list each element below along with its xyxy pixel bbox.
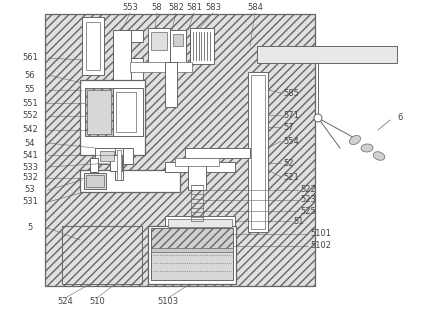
- Bar: [86, 22, 100, 70]
- Bar: [165, 216, 234, 230]
- Ellipse shape: [349, 135, 360, 145]
- Text: 581: 581: [186, 3, 202, 12]
- Text: 552: 552: [22, 112, 38, 121]
- Bar: [110, 155, 122, 171]
- Text: 531: 531: [22, 197, 38, 206]
- Text: 571: 571: [283, 110, 298, 120]
- Bar: [80, 80, 144, 155]
- Bar: [147, 28, 169, 70]
- Circle shape: [313, 114, 321, 122]
- Ellipse shape: [372, 152, 384, 160]
- Bar: [62, 226, 141, 284]
- Bar: [247, 72, 267, 232]
- Bar: [169, 30, 186, 70]
- Ellipse shape: [360, 144, 372, 152]
- Text: 583: 583: [205, 3, 221, 12]
- Bar: [165, 62, 177, 107]
- Bar: [130, 62, 191, 72]
- Text: 523: 523: [299, 196, 315, 204]
- Bar: [165, 162, 234, 172]
- Text: 53: 53: [25, 185, 35, 195]
- Bar: [116, 92, 136, 132]
- Bar: [150, 228, 233, 250]
- Bar: [190, 28, 214, 64]
- Bar: [175, 158, 218, 166]
- Bar: [190, 185, 203, 221]
- Text: 521: 521: [283, 172, 298, 182]
- Bar: [90, 158, 98, 172]
- Bar: [131, 58, 143, 80]
- Text: 551: 551: [22, 99, 38, 107]
- Text: 541: 541: [22, 150, 38, 160]
- Text: 524: 524: [57, 298, 73, 307]
- Bar: [84, 173, 106, 189]
- Bar: [115, 148, 123, 180]
- Text: 582: 582: [168, 3, 184, 12]
- Bar: [172, 34, 183, 46]
- Bar: [113, 88, 143, 136]
- Text: 58: 58: [151, 3, 162, 12]
- Bar: [147, 226, 236, 284]
- Text: 51: 51: [292, 217, 303, 225]
- Text: 55: 55: [25, 86, 35, 94]
- Bar: [82, 17, 104, 75]
- Bar: [87, 90, 111, 134]
- Bar: [184, 148, 249, 158]
- Text: 542: 542: [22, 126, 38, 135]
- Bar: [85, 88, 113, 136]
- Bar: [168, 219, 231, 227]
- Text: 5102: 5102: [309, 241, 330, 251]
- Bar: [45, 14, 314, 286]
- Bar: [95, 148, 133, 164]
- Text: 554: 554: [283, 136, 298, 146]
- Text: 522: 522: [299, 185, 315, 195]
- Bar: [250, 75, 264, 229]
- Text: 533: 533: [22, 162, 38, 171]
- Bar: [113, 30, 131, 80]
- Text: 553: 553: [122, 3, 138, 12]
- Bar: [131, 30, 143, 42]
- Text: 5: 5: [28, 224, 33, 232]
- Bar: [80, 170, 180, 192]
- Bar: [256, 46, 396, 63]
- Text: 585: 585: [283, 88, 298, 98]
- Bar: [150, 250, 233, 280]
- Bar: [150, 248, 233, 252]
- Text: 5101: 5101: [309, 230, 330, 238]
- Bar: [187, 162, 206, 190]
- Text: 532: 532: [22, 174, 38, 183]
- Text: 54: 54: [25, 139, 35, 148]
- Bar: [117, 150, 121, 180]
- Text: 584: 584: [246, 3, 262, 12]
- Text: 561: 561: [22, 53, 38, 63]
- Bar: [86, 175, 104, 187]
- Bar: [100, 151, 114, 161]
- Text: 510: 510: [89, 298, 104, 307]
- Text: 5103: 5103: [157, 298, 178, 307]
- Text: 525: 525: [299, 206, 315, 216]
- Text: 57: 57: [283, 122, 293, 132]
- Text: 52: 52: [283, 158, 293, 168]
- Text: 56: 56: [25, 71, 35, 80]
- Bar: [150, 32, 166, 50]
- Text: 6: 6: [396, 114, 402, 122]
